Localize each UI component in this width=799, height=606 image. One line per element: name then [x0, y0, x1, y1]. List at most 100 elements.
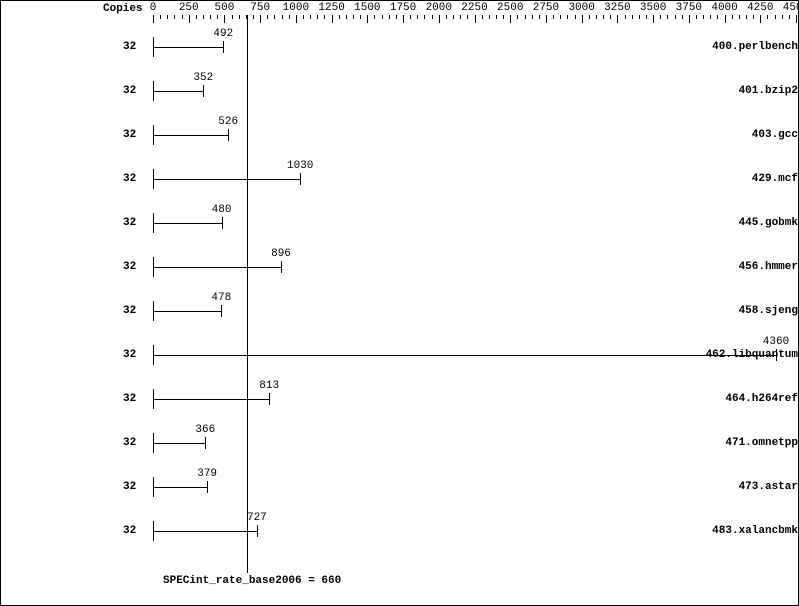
copies-value: 32: [123, 85, 136, 97]
tick-major: [153, 15, 154, 23]
tick-minor: [374, 15, 375, 19]
tick-minor: [789, 15, 790, 19]
tick-minor: [646, 15, 647, 19]
bar-value-label: 727: [247, 512, 267, 524]
tick-minor: [210, 15, 211, 19]
reference-line: [247, 15, 248, 573]
bar-line: [153, 531, 257, 532]
copies-value: 32: [123, 217, 136, 229]
tick-minor: [517, 15, 518, 19]
tick-minor: [525, 15, 526, 19]
tick-minor: [589, 15, 590, 19]
tick-minor: [353, 15, 354, 19]
tick-minor: [625, 15, 626, 19]
tick-label: 2750: [533, 2, 559, 14]
bar-value-label: 896: [271, 248, 291, 260]
benchmark-name: 401.bzip2: [698, 85, 798, 97]
tick-minor: [410, 15, 411, 19]
copies-header: Copies: [103, 3, 143, 15]
benchmark-row: 462.libquantum324360: [1, 333, 798, 377]
tick-label: 3000: [568, 2, 594, 14]
bar-line: [153, 223, 222, 224]
tick-label: 1000: [283, 2, 309, 14]
bar-value-label: 4360: [763, 336, 789, 348]
tick-label: 750: [250, 2, 270, 14]
bar-right-cap: [221, 305, 222, 317]
tick-major: [617, 15, 618, 23]
tick-minor: [317, 15, 318, 19]
benchmark-row: 471.omnetpp32366: [1, 421, 798, 465]
bar-right-cap: [269, 393, 270, 405]
bar-value-label: 379: [197, 468, 217, 480]
bar-line: [153, 91, 203, 92]
bar-value-label: 813: [259, 380, 279, 392]
benchmark-name: 473.astar: [698, 481, 798, 493]
copies-value: 32: [123, 129, 136, 141]
tick-minor: [710, 15, 711, 19]
tick-minor: [603, 15, 604, 19]
tick-label: 2500: [497, 2, 523, 14]
tick-minor: [639, 15, 640, 19]
benchmark-name: 400.perlbench: [698, 41, 798, 53]
tick-minor: [575, 15, 576, 19]
footer-label: SPECint_rate_base2006 = 660: [163, 575, 341, 587]
tick-minor: [682, 15, 683, 19]
bar-value-label: 526: [218, 116, 238, 128]
bar-line: [153, 443, 205, 444]
tick-minor: [503, 15, 504, 19]
copies-value: 32: [123, 41, 136, 53]
tick-label: 500: [215, 2, 235, 14]
tick-minor: [782, 15, 783, 19]
bar-right-cap: [281, 261, 282, 273]
tick-major: [582, 15, 583, 23]
tick-minor: [310, 15, 311, 19]
tick-minor: [746, 15, 747, 19]
copies-value: 32: [123, 349, 136, 361]
tick-minor: [703, 15, 704, 19]
tick-minor: [567, 15, 568, 19]
tick-minor: [232, 15, 233, 19]
tick-major: [725, 15, 726, 23]
tick-minor: [467, 15, 468, 19]
copies-value: 32: [123, 525, 136, 537]
bar-right-cap: [203, 85, 204, 97]
copies-value: 32: [123, 261, 136, 273]
tick-label: 4250: [747, 2, 773, 14]
benchmark-row: 464.h264ref32813: [1, 377, 798, 421]
tick-major: [546, 15, 547, 23]
benchmark-name: 471.omnetpp: [698, 437, 798, 449]
tick-label: 2000: [426, 2, 452, 14]
bar-value-label: 1030: [287, 160, 313, 172]
tick-minor: [532, 15, 533, 19]
benchmark-row: 401.bzip232352: [1, 69, 798, 113]
tick-major: [689, 15, 690, 23]
tick-label: 3500: [640, 2, 666, 14]
tick-label: 3250: [604, 2, 630, 14]
benchmark-row: 445.gobmk32480: [1, 201, 798, 245]
tick-major: [296, 15, 297, 23]
spec-chart: Copies 025050075010001250150017502000225…: [0, 0, 799, 606]
tick-minor: [239, 15, 240, 19]
benchmark-name: 458.sjeng: [698, 305, 798, 317]
benchmark-name: 464.h264ref: [698, 393, 798, 405]
bar-right-cap: [205, 437, 206, 449]
tick-minor: [360, 15, 361, 19]
tick-minor: [732, 15, 733, 19]
tick-minor: [167, 15, 168, 19]
tick-minor: [389, 15, 390, 19]
bar-value-label: 480: [212, 204, 232, 216]
tick-minor: [767, 15, 768, 19]
tick-major: [189, 15, 190, 23]
benchmark-row: 403.gcc32526: [1, 113, 798, 157]
tick-label: 0: [150, 2, 157, 14]
tick-minor: [539, 15, 540, 19]
tick-minor: [553, 15, 554, 19]
tick-minor: [424, 15, 425, 19]
benchmark-name: 483.xalancbmk: [698, 525, 798, 537]
tick-minor: [196, 15, 197, 19]
benchmark-row: 483.xalancbmk 32 727: [1, 509, 798, 553]
tick-label: 1500: [354, 2, 380, 14]
bar-right-cap: [222, 217, 223, 229]
bar-line: [153, 399, 269, 400]
tick-minor: [482, 15, 483, 19]
